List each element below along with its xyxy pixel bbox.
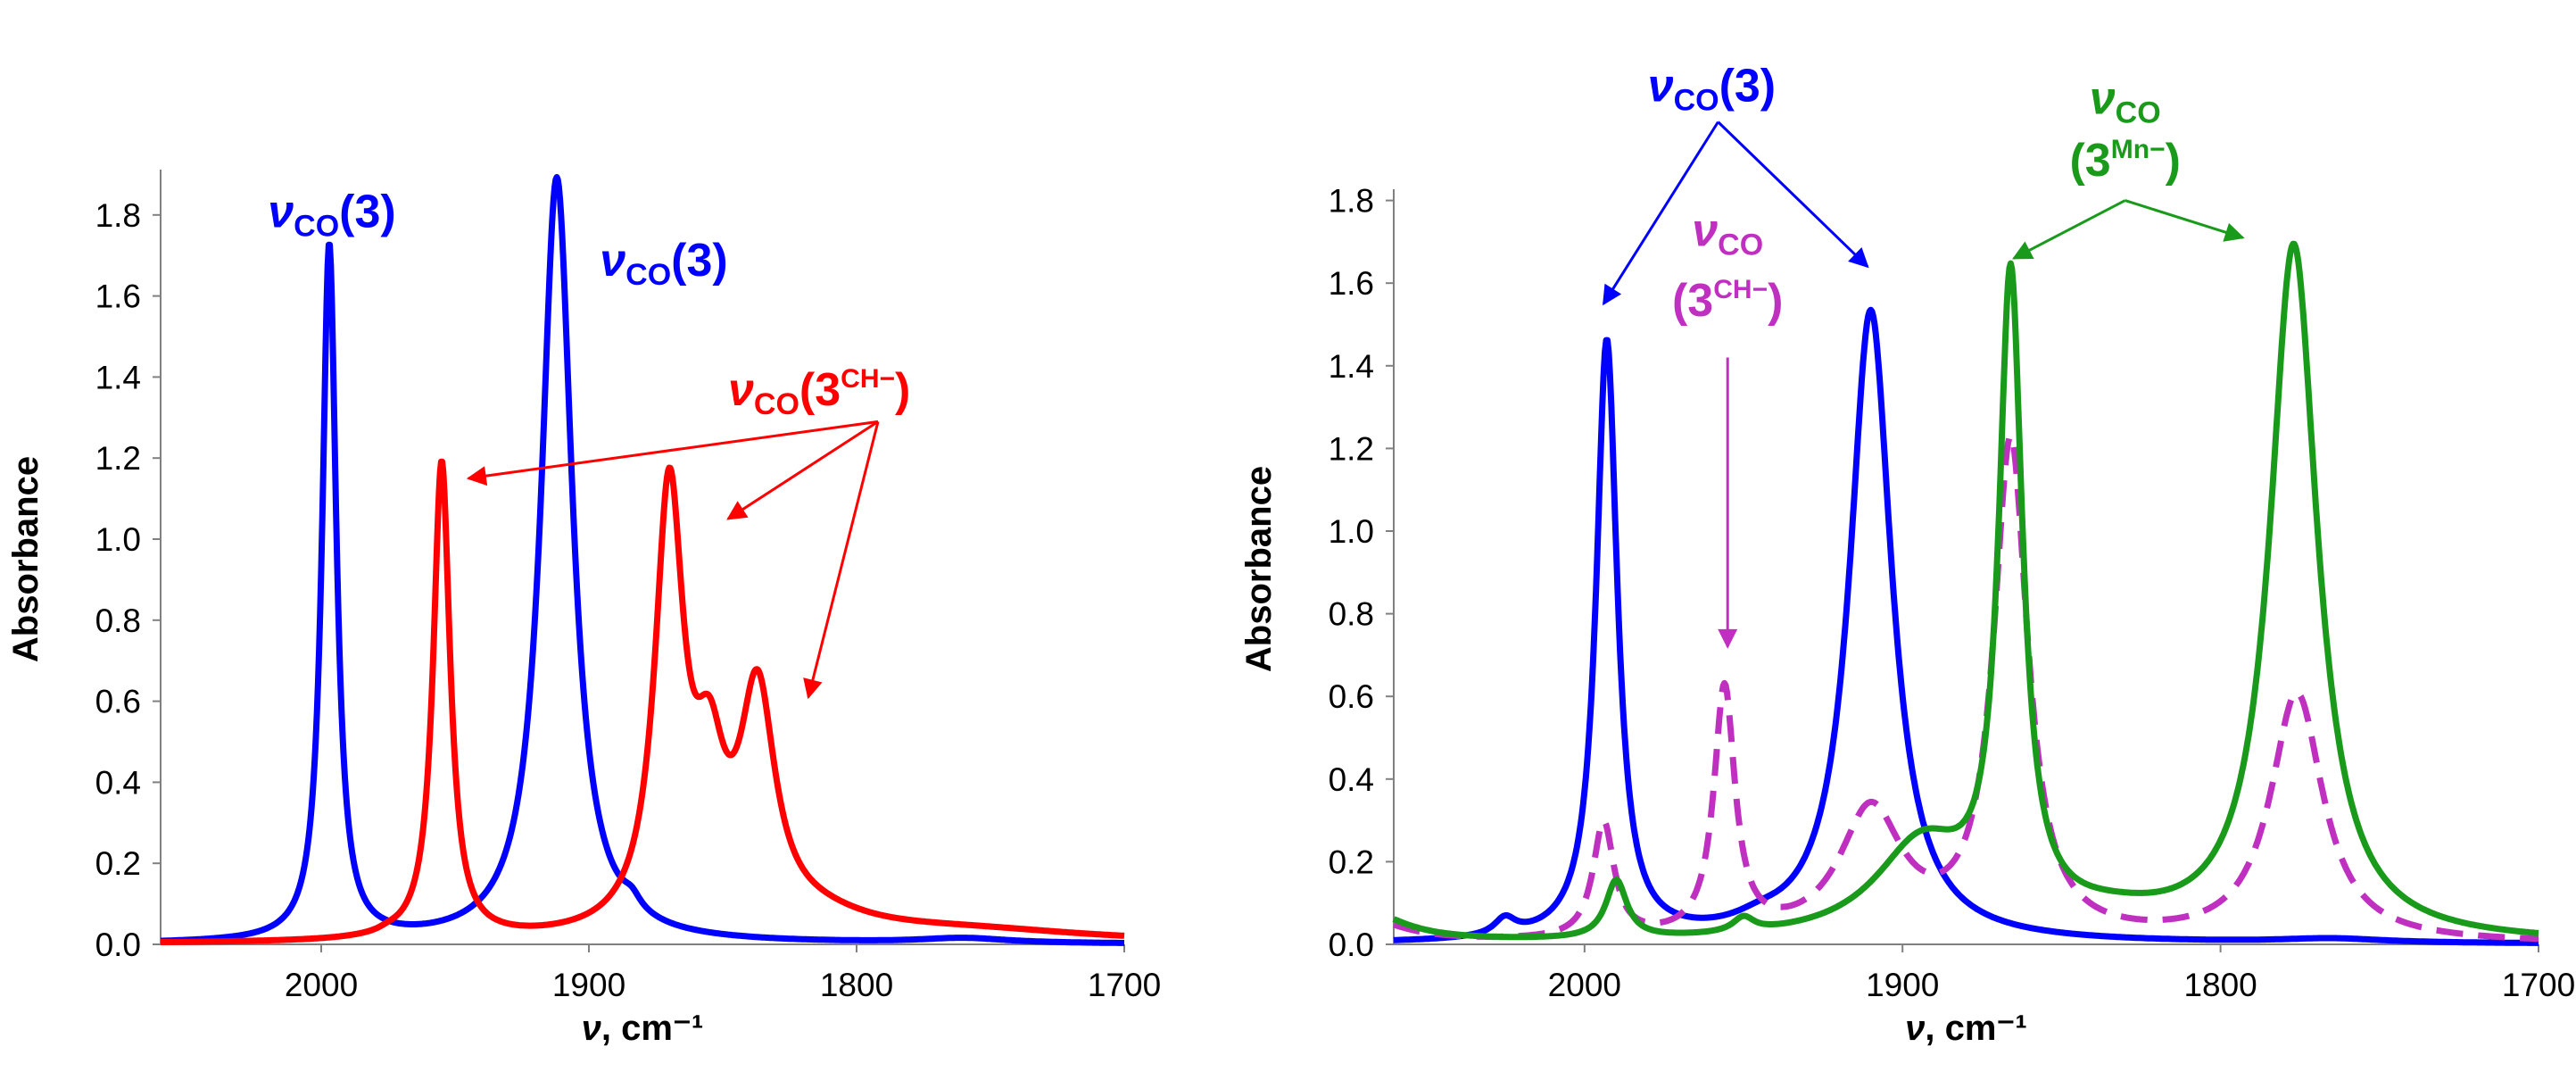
y-tick-label: 1.4: [95, 359, 141, 395]
series-line-3CH-: [158, 458, 1127, 945]
annotation-arrow: [466, 420, 879, 486]
peak-annotation: (3Mn−): [2069, 135, 2180, 187]
annotation-arrow: [2012, 199, 2126, 260]
x-tick-label: 1900: [552, 967, 625, 1003]
x-tick-label: 2000: [285, 967, 358, 1003]
annotation-arrow: [726, 420, 879, 520]
y-tick-label: 1.0: [1329, 513, 1374, 550]
y-tick-label: 1.8: [95, 197, 141, 234]
peak-annotation: νCO: [2090, 72, 2161, 129]
y-tick-label: 1.6: [1329, 265, 1374, 302]
series-line-3: [1391, 306, 2541, 946]
y-tick-label: 0.8: [95, 602, 141, 639]
y-tick-label: 0.6: [1329, 678, 1374, 715]
y-tick-label: 1.4: [1329, 348, 1374, 385]
x-axis-label: ν, cm⁻¹: [1905, 1009, 2027, 1048]
annotation-arrow: [803, 420, 880, 700]
y-tick-label: 0.8: [1329, 596, 1374, 633]
annotation-arrow: [1602, 120, 1719, 306]
peak-annotation: (3CH−): [1672, 275, 1783, 327]
series-line-3CH-: [1391, 432, 2541, 943]
peak-annotation: νCO: [1692, 205, 1763, 262]
y-tick-label: 1.6: [95, 278, 141, 315]
x-tick-label: 1700: [1088, 967, 1161, 1003]
y-tick-label: 0.6: [95, 684, 141, 720]
x-tick-label: 1800: [820, 967, 893, 1003]
y-axis-label: Absorbance: [6, 456, 46, 662]
x-tick-label: 2000: [1548, 967, 1621, 1003]
series-line-3: [158, 174, 1127, 946]
y-tick-label: 0.0: [95, 927, 141, 963]
y-tick-label: 0.2: [1329, 843, 1374, 880]
x-axis-label: ν, cm⁻¹: [582, 1009, 704, 1048]
peak-annotation: νCO(3CH−): [728, 364, 910, 421]
y-tick-label: 1.2: [1329, 430, 1374, 467]
series-line-3Mn-: [1391, 240, 2541, 941]
y-axis-label: Absorbance: [1239, 466, 1279, 672]
x-tick-label: 1900: [1866, 967, 1939, 1003]
y-tick-label: 0.4: [1329, 761, 1374, 798]
annotation-arrow: [2125, 199, 2245, 242]
y-tick-label: 1.2: [95, 440, 141, 477]
chart-panel-left: 0.0 0.2 0.4 0.6 0.8 1.0 1.2 1.4 1.6 1.8 2000 1900 18…: [6, 170, 1161, 1048]
y-tick-label: 1.8: [1329, 183, 1374, 220]
y-tick-label: 0.4: [95, 764, 141, 801]
y-tick-label: 0.2: [95, 845, 141, 882]
x-tick-label: 1700: [2502, 967, 2575, 1003]
y-tick-label: 1.0: [95, 521, 141, 558]
chart-panel-right: 0.0 0.2 0.4 0.6 0.8 1.0 1.2 1.4 1.6 1.8 2000 1900 18…: [1239, 60, 2575, 1048]
y-tick-label: 0.0: [1329, 927, 1374, 963]
x-tick-label: 1800: [2183, 967, 2257, 1003]
peak-annotation: νCO(3): [1648, 60, 1776, 117]
peak-annotation: νCO(3): [600, 235, 727, 292]
peak-annotation: νCO(3): [268, 186, 395, 243]
annotation-arrow: [1717, 120, 1869, 269]
